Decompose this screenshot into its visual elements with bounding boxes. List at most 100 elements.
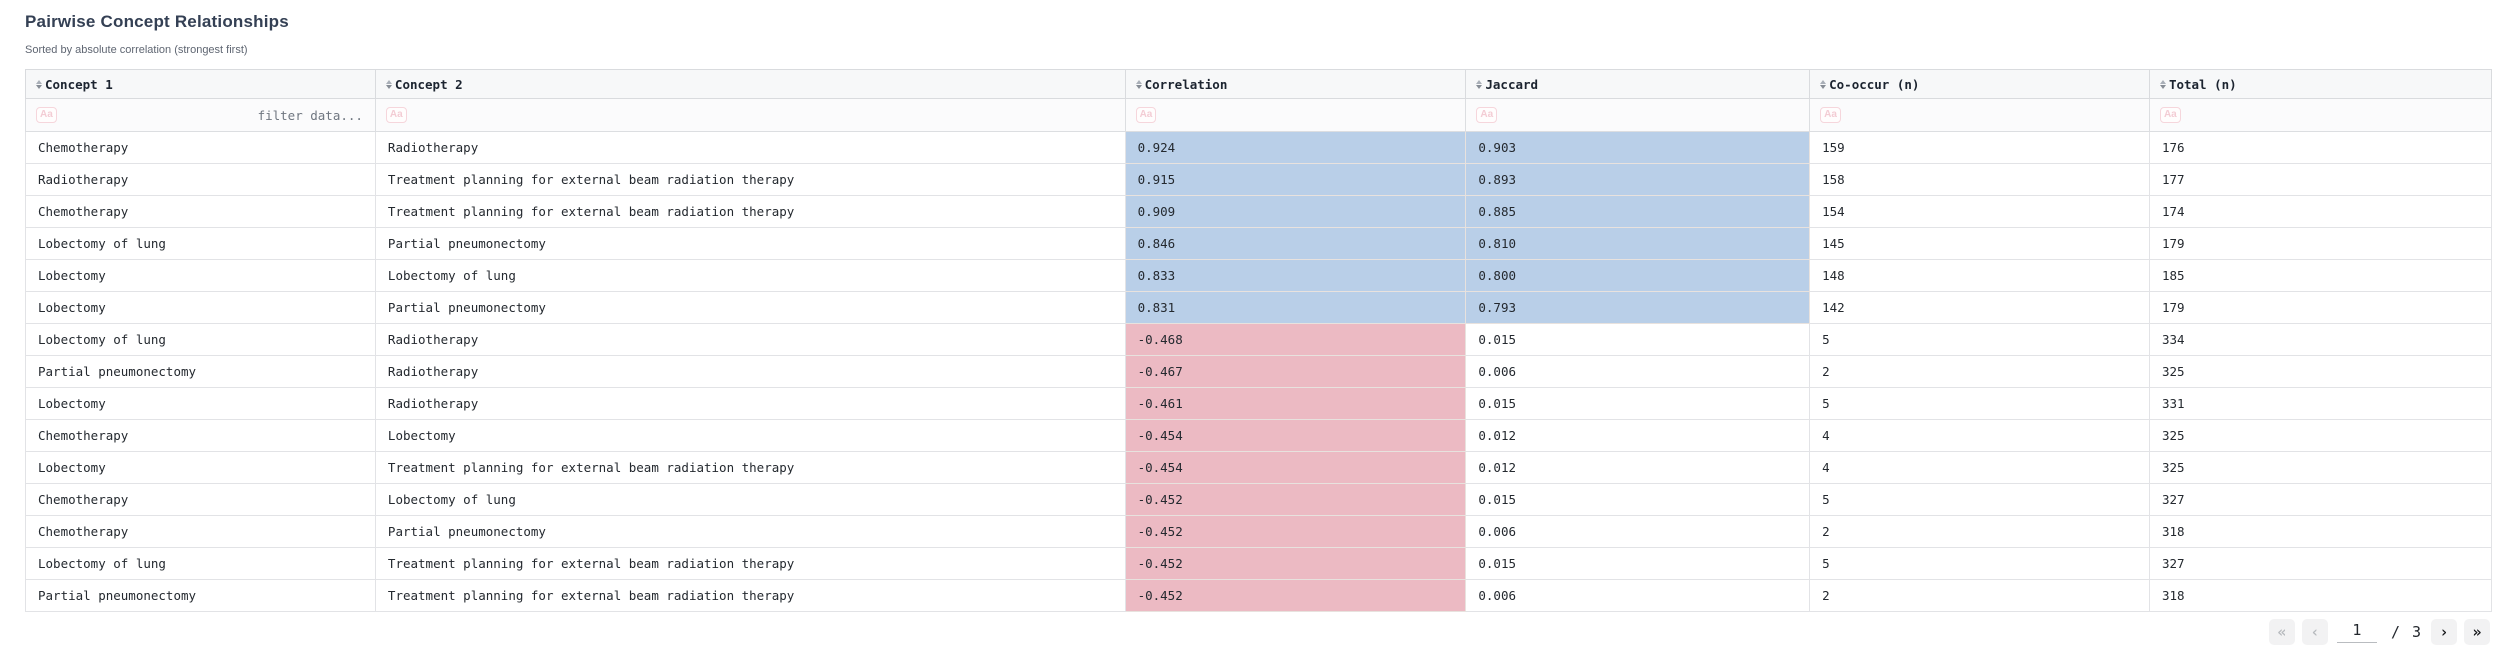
column-header-cooccur[interactable]: Co-occur (n)	[1809, 69, 2150, 99]
cell-concept2: Radiotherapy	[374, 323, 1126, 356]
cell-total: 327	[2148, 483, 2493, 516]
cell-concept2: Radiotherapy	[374, 387, 1126, 420]
cell-correlation: 0.833	[1124, 259, 1467, 292]
cell-concept2: Lobectomy of lung	[374, 259, 1126, 292]
cell-correlation: -0.467	[1124, 355, 1467, 388]
column-header-jaccard[interactable]: Jaccard	[1465, 69, 1811, 99]
cell-total: 325	[2148, 419, 2493, 452]
cell-total: 331	[2148, 387, 2493, 420]
cell-jaccard: 0.893	[1465, 163, 1811, 196]
column-label: Jaccard	[1485, 76, 1539, 92]
cell-correlation: -0.454	[1124, 419, 1467, 452]
filter-type-icon: Aa	[36, 107, 57, 123]
table-row: Partial pneumonectomy Treatment planning …	[25, 579, 2493, 612]
cell-cooccur: 2	[1809, 515, 2150, 548]
cell-jaccard: 0.006	[1465, 579, 1811, 612]
column-header-total[interactable]: Total (n)	[2148, 69, 2493, 99]
cell-concept1: Radiotherapy	[25, 163, 376, 196]
next-page-button[interactable]: ›	[2431, 619, 2457, 645]
column-label: Concept 1	[45, 76, 113, 92]
column-header-concept2[interactable]: Concept 2	[374, 69, 1126, 99]
cell-cooccur: 5	[1809, 483, 2150, 516]
cell-total: 325	[2148, 451, 2493, 484]
relationships-table: Concept 1 Concept 2 Correlation Jaccard Co-o…	[25, 69, 2493, 612]
cell-jaccard: 0.006	[1465, 355, 1811, 388]
cell-total: 185	[2148, 259, 2493, 292]
cell-total: 318	[2148, 579, 2493, 612]
table-row: Chemotherapy Lobectomy -0.454 0.012 4 325	[25, 419, 2493, 452]
cell-total: 179	[2148, 291, 2493, 324]
cell-concept1: Chemotherapy	[25, 419, 376, 452]
cell-concept1: Lobectomy	[25, 451, 376, 484]
cell-correlation: 0.915	[1124, 163, 1467, 196]
cell-correlation: 0.909	[1124, 195, 1467, 228]
filter-type-icon: Aa	[1476, 107, 1498, 123]
table-row: Lobectomy Radiotherapy -0.461 0.015 5 331	[25, 387, 2493, 420]
sort-icon	[1820, 79, 1827, 89]
cell-correlation: -0.454	[1124, 451, 1467, 484]
cell-concept2: Treatment planning for external beam rad…	[374, 547, 1126, 580]
sort-icon	[385, 79, 392, 89]
filter-input-cooccur[interactable]	[1846, 106, 2139, 124]
filter-input-jaccard[interactable]	[1503, 106, 1800, 124]
cell-correlation: -0.468	[1124, 323, 1467, 356]
cell-cooccur: 5	[1809, 547, 2150, 580]
cell-jaccard: 0.793	[1465, 291, 1811, 324]
cell-concept2: Treatment planning for external beam rad…	[374, 163, 1126, 196]
cell-cooccur: 5	[1809, 387, 2150, 420]
cell-cooccur: 158	[1809, 163, 2150, 196]
cell-concept2: Partial pneumonectomy	[374, 291, 1126, 324]
column-label: Total (n)	[2168, 76, 2237, 92]
cell-correlation: -0.452	[1124, 515, 1467, 548]
cell-concept1: Lobectomy	[25, 387, 376, 420]
filter-cell-total: Aa	[2148, 98, 2493, 132]
filter-input-concept1[interactable]	[62, 106, 365, 124]
cell-cooccur: 148	[1809, 259, 2150, 292]
page-separator: /	[2390, 623, 2400, 641]
filter-type-icon: Aa	[1135, 107, 1157, 123]
table-row: Chemotherapy Treatment planning for exter…	[25, 195, 2493, 228]
table-row: Lobectomy of lung Treatment planning for …	[25, 547, 2493, 580]
page-title: Pairwise Concept Relationships	[25, 12, 289, 31]
cell-concept1: Chemotherapy	[25, 131, 376, 164]
cell-concept2: Treatment planning for external beam rad…	[374, 195, 1126, 228]
column-header-correlation[interactable]: Correlation	[1124, 69, 1467, 99]
cell-jaccard: 0.885	[1465, 195, 1811, 228]
filter-row: Aa Aa Aa Aa Aa Aa	[25, 98, 2493, 132]
sort-icon	[1135, 79, 1142, 89]
page-number-input[interactable]	[2336, 621, 2377, 643]
cell-jaccard: 0.015	[1465, 483, 1811, 516]
table-row: Chemotherapy Lobectomy of lung -0.452 0.015…	[25, 483, 2493, 516]
cell-cooccur: 142	[1809, 291, 2150, 324]
filter-input-total[interactable]	[2186, 106, 2481, 124]
cell-jaccard: 0.015	[1465, 387, 1811, 420]
prev-page-button[interactable]: ‹	[2301, 619, 2328, 645]
cell-total: 176	[2148, 131, 2493, 164]
cell-total: 177	[2148, 163, 2493, 196]
last-page-button[interactable]: »	[2464, 619, 2490, 645]
cell-concept2: Lobectomy	[374, 419, 1126, 452]
filter-input-concept2[interactable]	[412, 106, 1115, 124]
cell-concept1: Partial pneumonectomy	[25, 579, 376, 612]
cell-concept1: Lobectomy of lung	[25, 323, 376, 356]
cell-correlation: 0.846	[1124, 227, 1467, 260]
filter-type-icon: Aa	[1820, 107, 1841, 123]
cell-total: 327	[2148, 547, 2493, 580]
filter-cell-jaccard: Aa	[1465, 98, 1811, 132]
cell-total: 334	[2148, 323, 2493, 356]
page: Pairwise Concept Relationships Sorted by…	[25, 12, 2493, 645]
cell-concept1: Partial pneumonectomy	[25, 355, 376, 388]
filter-cell-concept1: Aa	[25, 98, 376, 132]
filter-input-correlation[interactable]	[1162, 106, 1456, 124]
cell-concept2: Partial pneumonectomy	[374, 227, 1126, 260]
cell-concept2: Treatment planning for external beam rad…	[374, 451, 1126, 484]
cell-correlation: 0.924	[1124, 131, 1467, 164]
cell-jaccard: 0.006	[1465, 515, 1811, 548]
sort-icon	[2159, 79, 2166, 89]
first-page-button[interactable]: «	[2268, 619, 2295, 645]
table-row: Lobectomy Treatment planning for external…	[25, 451, 2493, 484]
column-header-concept1[interactable]: Concept 1	[25, 69, 376, 99]
sort-icon	[1476, 79, 1483, 89]
filter-cell-cooccur: Aa	[1809, 98, 2150, 132]
pagination: « ‹ / 3 › »	[25, 619, 2492, 645]
